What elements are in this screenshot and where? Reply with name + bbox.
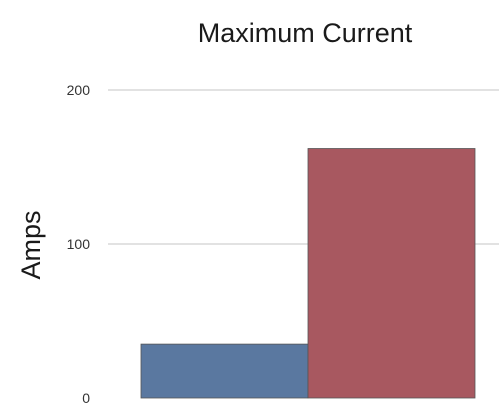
bar-2 [307,148,476,399]
y-tick-label: 100 [67,236,91,252]
bar-1 [140,343,309,399]
y-tick-label: 0 [82,390,90,404]
bars [140,148,476,399]
y-axis-ticks: 0 100 200 [67,82,91,404]
chart-title: Maximum Current [198,18,413,48]
y-tick-label: 200 [67,82,91,98]
y-axis-label: Amps [16,210,46,279]
